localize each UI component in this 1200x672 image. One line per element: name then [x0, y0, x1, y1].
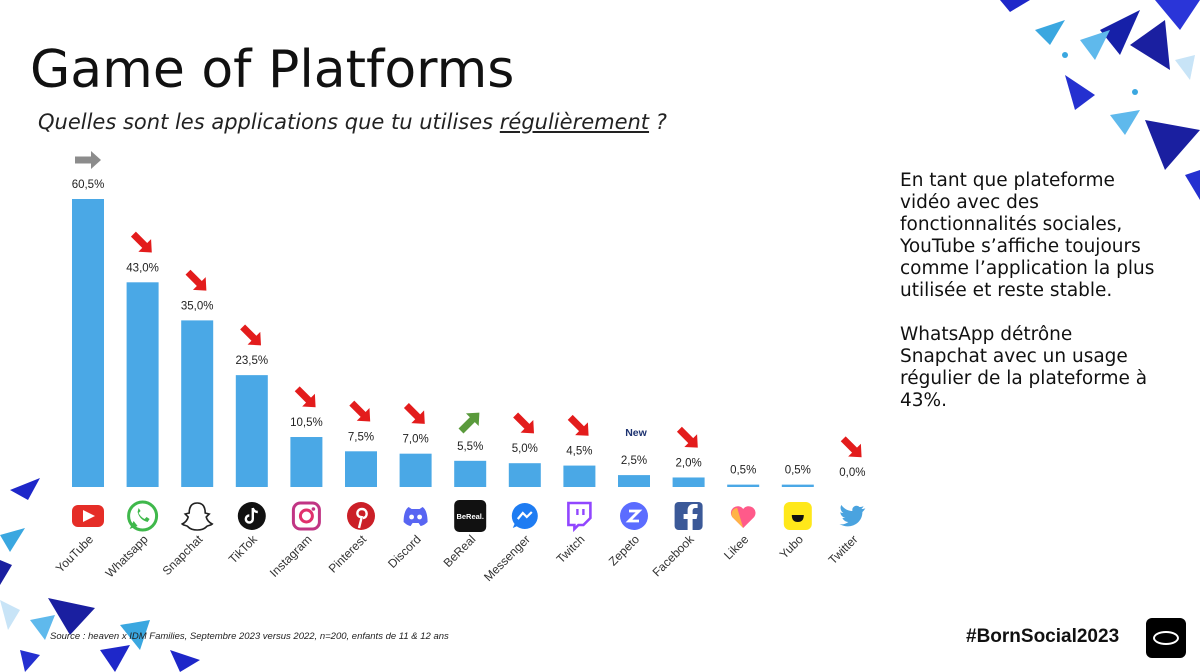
tick-label-instagram: Instagram [267, 532, 315, 580]
tick-label-likee: Likee [721, 532, 751, 562]
data-label-zepeto: 2,5% [621, 455, 647, 467]
question-prefix: Quelles sont les applications que tu uti… [38, 110, 500, 134]
data-label-pinterest: 7,5% [348, 431, 374, 443]
trend-arrow-youtube [75, 151, 101, 169]
tick-label-messenger: Messenger [481, 532, 533, 584]
bar-yubo [781, 484, 814, 487]
bar-tiktok [235, 375, 268, 487]
trend-arrow-bereal [458, 412, 480, 434]
instagram-icon [291, 501, 321, 531]
bar-twitch [563, 465, 596, 487]
tick-label-discord: Discord [385, 532, 424, 571]
commentary: En tant que plateforme vidéo avec des fo… [900, 170, 1160, 434]
tick-label-youtube: YouTube [53, 532, 96, 575]
tick-label-pinterest: Pinterest [326, 532, 370, 576]
twitter-icon [839, 505, 866, 527]
likee-icon [730, 506, 756, 528]
data-label-instagram: 10,5% [290, 417, 323, 429]
trend-arrow-instagram [294, 386, 316, 408]
yubo-icon [783, 502, 812, 530]
trend-arrow-tiktok [240, 324, 261, 346]
tick-label-twitter: Twitter [826, 532, 861, 567]
commentary-paragraph-2: WhatsApp détrône Snapchat avec un usage … [900, 324, 1148, 411]
data-label-twitter: 0,0% [839, 467, 865, 479]
logo-ring-icon [1153, 631, 1179, 645]
snapchat-icon [180, 502, 214, 531]
data-label-youtube: 60,5% [72, 179, 105, 191]
tick-label-bereal: BeReal [441, 532, 479, 570]
messenger-icon [511, 503, 538, 529]
question-suffix: ? [649, 110, 667, 134]
tick-label-zepeto: Zepeto [606, 532, 643, 569]
bar-chart: 60,5% YouTube 43,0% Whatsapp 35,0% Snapchat 23… [53, 151, 866, 584]
data-label-whatsapp: 43,0% [126, 262, 159, 274]
data-label-discord: 7,0% [402, 434, 428, 446]
zepeto-icon [620, 502, 648, 530]
whatsapp-icon [127, 500, 159, 532]
data-label-likee: 0,5% [730, 465, 756, 477]
tick-label-facebook: Facebook [650, 532, 698, 580]
data-label-yubo: 0,5% [785, 465, 811, 477]
trend-arrow-twitch [567, 414, 589, 436]
youtube-icon [72, 505, 104, 527]
pinterest-icon [347, 502, 375, 530]
hashtag: #BornSocial2023 [966, 626, 1120, 647]
trend-arrow-pinterest [349, 400, 371, 422]
new-badge: New [625, 427, 647, 439]
bereal-icon: BeReal. [454, 500, 487, 532]
bar-snapchat [181, 320, 214, 487]
commentary-paragraph-1: En tant que plateforme vidéo avec des fo… [900, 170, 1155, 301]
bar-messenger [508, 463, 541, 487]
tick-label-twitch: Twitch [554, 532, 588, 566]
bar-pinterest [345, 451, 377, 487]
bar-whatsapp [126, 282, 159, 487]
data-label-facebook: 2,0% [675, 457, 701, 469]
data-label-tiktok: 23,5% [235, 355, 268, 367]
brand-logo [1146, 618, 1186, 658]
trend-arrow-twitter [840, 436, 862, 458]
tick-label-yubo: Yubo [777, 532, 806, 561]
trend-arrow-discord [403, 403, 425, 424]
bar-bereal [454, 460, 487, 487]
data-label-snapchat: 35,0% [181, 300, 214, 312]
discord-icon [403, 507, 428, 526]
bar-discord [399, 453, 432, 487]
survey-question: Quelles sont les applications que tu uti… [38, 110, 667, 134]
bar-instagram [290, 437, 323, 487]
bar-zepeto [618, 475, 650, 487]
bar-likee [727, 484, 760, 487]
bar-facebook [672, 477, 705, 487]
svg-text:BeReal.: BeReal. [456, 512, 484, 521]
trend-arrow-facebook [676, 426, 698, 448]
trend-arrow-whatsapp [130, 231, 152, 253]
twitch-icon [567, 501, 592, 533]
tick-label-snapchat: Snapchat [160, 532, 206, 578]
trend-arrow-messenger [513, 412, 534, 434]
bar-youtube [72, 199, 104, 487]
tick-label-whatsapp: Whatsapp [103, 532, 151, 580]
facebook-icon [674, 502, 703, 530]
question-emphasis: régulièrement [499, 110, 650, 134]
page-title: Game of Platforms [30, 40, 515, 100]
tick-label-tiktok: TikTok [226, 532, 261, 567]
data-label-bereal: 5,5% [457, 441, 483, 453]
data-label-messenger: 5,0% [512, 443, 538, 455]
source-note: Source : heaven x IDM Families, Septembr… [50, 631, 449, 642]
trend-arrow-snapchat [185, 269, 207, 291]
data-label-twitch: 4,5% [566, 446, 592, 458]
tiktok-icon [237, 502, 266, 530]
